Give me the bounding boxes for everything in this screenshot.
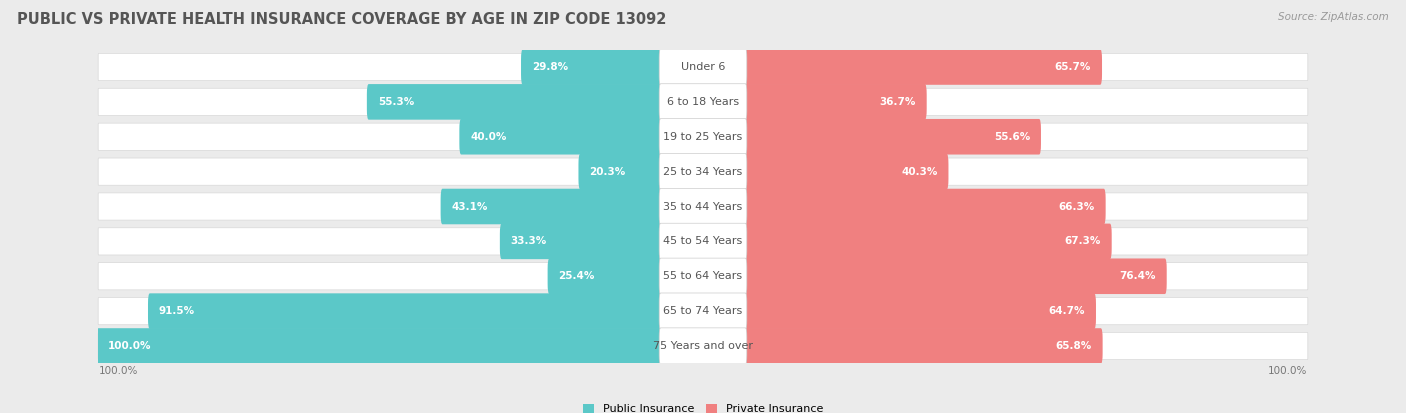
Legend: Public Insurance, Private Insurance: Public Insurance, Private Insurance bbox=[583, 404, 823, 413]
Text: 43.1%: 43.1% bbox=[451, 202, 488, 211]
Text: PUBLIC VS PRIVATE HEALTH INSURANCE COVERAGE BY AGE IN ZIP CODE 13092: PUBLIC VS PRIVATE HEALTH INSURANCE COVER… bbox=[17, 12, 666, 27]
FancyBboxPatch shape bbox=[98, 123, 1308, 150]
FancyBboxPatch shape bbox=[501, 223, 704, 259]
FancyBboxPatch shape bbox=[522, 49, 704, 85]
FancyBboxPatch shape bbox=[659, 223, 747, 259]
FancyBboxPatch shape bbox=[702, 223, 1112, 259]
FancyBboxPatch shape bbox=[659, 49, 747, 85]
Text: 64.7%: 64.7% bbox=[1049, 306, 1085, 316]
FancyBboxPatch shape bbox=[98, 332, 1308, 360]
FancyBboxPatch shape bbox=[702, 84, 927, 120]
FancyBboxPatch shape bbox=[98, 158, 1308, 185]
FancyBboxPatch shape bbox=[98, 297, 1308, 325]
FancyBboxPatch shape bbox=[98, 53, 1308, 81]
FancyBboxPatch shape bbox=[98, 193, 1308, 220]
Text: 36.7%: 36.7% bbox=[879, 97, 915, 107]
Text: 25.4%: 25.4% bbox=[558, 271, 595, 281]
FancyBboxPatch shape bbox=[547, 259, 704, 294]
Text: 100.0%: 100.0% bbox=[98, 366, 138, 376]
Text: 67.3%: 67.3% bbox=[1064, 236, 1101, 247]
FancyBboxPatch shape bbox=[98, 263, 1308, 290]
FancyBboxPatch shape bbox=[702, 154, 949, 190]
Text: 76.4%: 76.4% bbox=[1119, 271, 1156, 281]
Text: 45 to 54 Years: 45 to 54 Years bbox=[664, 236, 742, 247]
Text: 91.5%: 91.5% bbox=[159, 306, 195, 316]
Text: 35 to 44 Years: 35 to 44 Years bbox=[664, 202, 742, 211]
Text: 29.8%: 29.8% bbox=[531, 62, 568, 72]
Text: 65 to 74 Years: 65 to 74 Years bbox=[664, 306, 742, 316]
FancyBboxPatch shape bbox=[702, 189, 1105, 224]
FancyBboxPatch shape bbox=[98, 228, 1308, 255]
Text: 100.0%: 100.0% bbox=[107, 341, 150, 351]
FancyBboxPatch shape bbox=[659, 188, 747, 225]
Text: 40.3%: 40.3% bbox=[901, 166, 938, 177]
FancyBboxPatch shape bbox=[659, 84, 747, 120]
FancyBboxPatch shape bbox=[367, 84, 704, 120]
Text: 55.3%: 55.3% bbox=[378, 97, 413, 107]
Text: 75 Years and over: 75 Years and over bbox=[652, 341, 754, 351]
FancyBboxPatch shape bbox=[97, 328, 704, 364]
Text: 55 to 64 Years: 55 to 64 Years bbox=[664, 271, 742, 281]
Text: 100.0%: 100.0% bbox=[1268, 366, 1308, 376]
FancyBboxPatch shape bbox=[659, 293, 747, 329]
Text: 6 to 18 Years: 6 to 18 Years bbox=[666, 97, 740, 107]
Text: 33.3%: 33.3% bbox=[510, 236, 547, 247]
FancyBboxPatch shape bbox=[702, 328, 1102, 364]
Text: 20.3%: 20.3% bbox=[589, 166, 626, 177]
Text: 66.3%: 66.3% bbox=[1059, 202, 1095, 211]
Text: Under 6: Under 6 bbox=[681, 62, 725, 72]
FancyBboxPatch shape bbox=[659, 328, 747, 364]
Text: Source: ZipAtlas.com: Source: ZipAtlas.com bbox=[1278, 12, 1389, 22]
Text: 19 to 25 Years: 19 to 25 Years bbox=[664, 132, 742, 142]
Text: 40.0%: 40.0% bbox=[470, 132, 506, 142]
FancyBboxPatch shape bbox=[659, 119, 747, 155]
FancyBboxPatch shape bbox=[702, 259, 1167, 294]
FancyBboxPatch shape bbox=[702, 119, 1040, 154]
FancyBboxPatch shape bbox=[98, 88, 1308, 116]
Text: 55.6%: 55.6% bbox=[994, 132, 1031, 142]
Text: 65.8%: 65.8% bbox=[1056, 341, 1091, 351]
FancyBboxPatch shape bbox=[148, 293, 704, 329]
FancyBboxPatch shape bbox=[659, 258, 747, 294]
Text: 65.7%: 65.7% bbox=[1054, 62, 1091, 72]
FancyBboxPatch shape bbox=[659, 154, 747, 190]
FancyBboxPatch shape bbox=[702, 49, 1102, 85]
FancyBboxPatch shape bbox=[578, 154, 704, 190]
FancyBboxPatch shape bbox=[702, 293, 1097, 329]
FancyBboxPatch shape bbox=[460, 119, 704, 154]
FancyBboxPatch shape bbox=[440, 189, 704, 224]
Text: 25 to 34 Years: 25 to 34 Years bbox=[664, 166, 742, 177]
